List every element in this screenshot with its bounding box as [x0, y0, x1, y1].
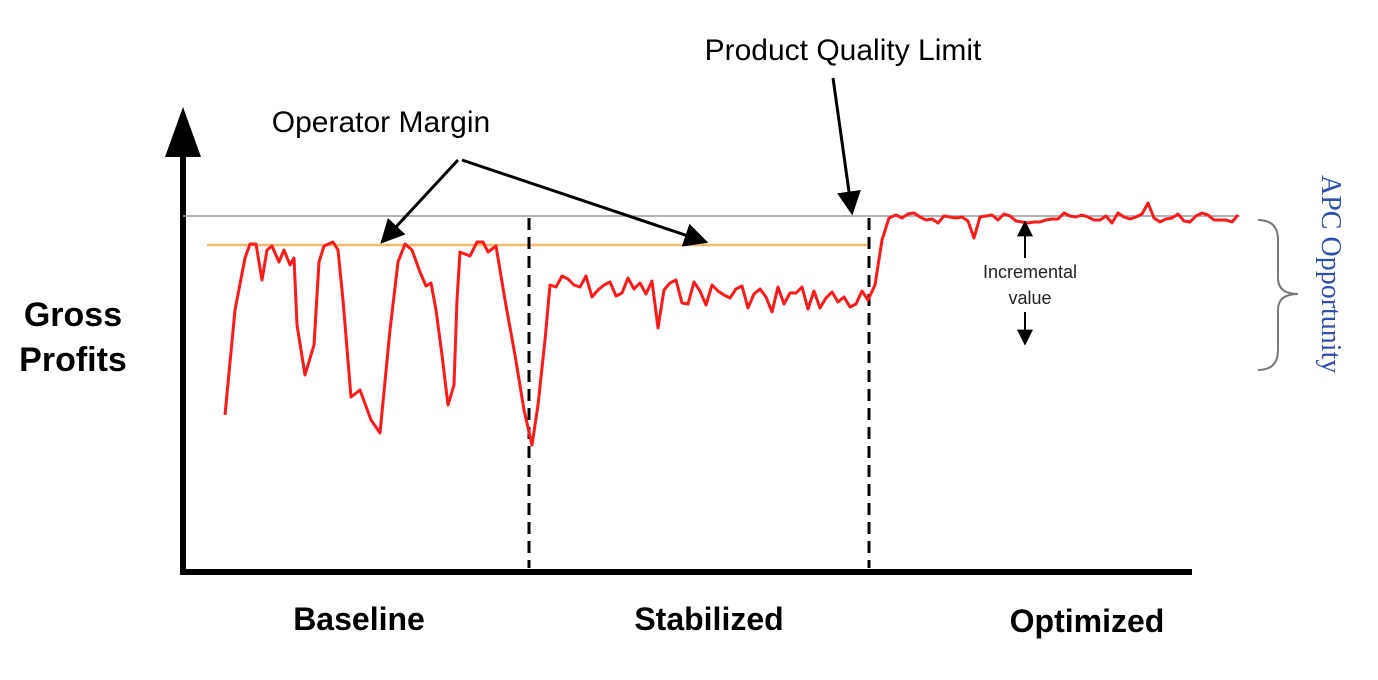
y-axis-label-gross: Gross	[24, 296, 122, 334]
quality-limit-label: Product Quality Limit	[705, 34, 982, 67]
apc-opportunity-label: APC Opportunity	[1315, 175, 1346, 373]
phase-label-baseline: Baseline	[293, 601, 425, 637]
quality-limit-arrow	[831, 77, 861, 216]
phase-label-stabilized: Stabilized	[634, 601, 783, 637]
phase-label-optimized: Optimized	[1010, 603, 1165, 639]
incremental-value-label-1: Incremental	[983, 262, 1077, 282]
profit-signal-line	[223, 201, 1240, 447]
y-axis-label-profits: Profits	[19, 341, 127, 379]
incremental-value-label-2: value	[1008, 288, 1051, 308]
operator-margin-arrow-right	[461, 158, 709, 247]
operator-margin-label: Operator Margin	[272, 106, 490, 139]
operator-margin-arrow-left	[380, 158, 460, 244]
curly-brace-icon	[1257, 219, 1299, 371]
arrow-up-icon	[165, 107, 201, 157]
